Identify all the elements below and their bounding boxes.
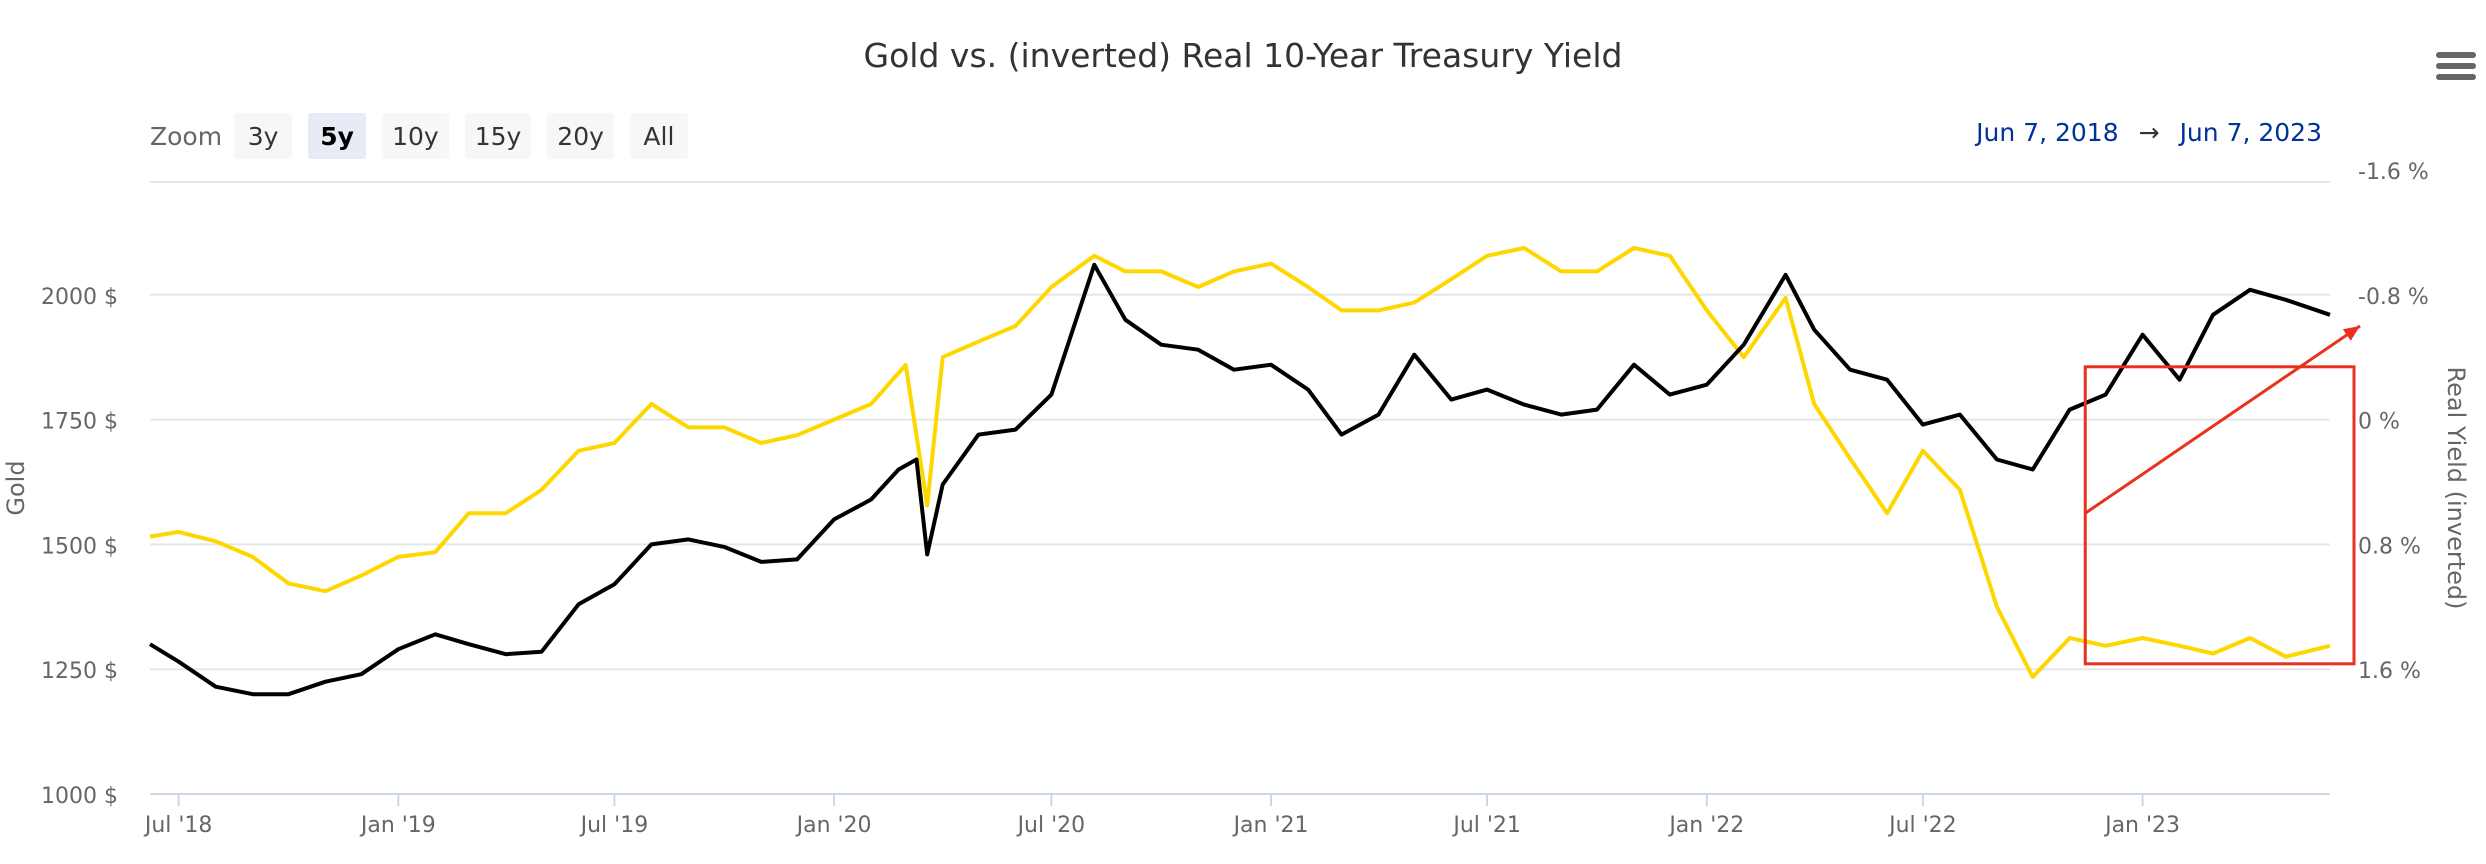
zoom-3y-button[interactable]: 3y: [234, 113, 293, 159]
zoom-label: Zoom: [150, 121, 223, 151]
x-tick-label: Jan '22: [1667, 813, 1744, 838]
y-left-tick-label: 1500 $: [41, 534, 118, 559]
y-left-axis-title: Gold: [2, 460, 30, 515]
y-left-tick-label: 1250 $: [41, 659, 118, 684]
y-right-tick-label: 0.8 %: [2358, 534, 2421, 559]
x-tick-label: Jan '23: [2103, 813, 2180, 838]
zoom-15y-button[interactable]: 15y: [464, 113, 532, 159]
y-left-tick-label: 2000 $: [41, 285, 118, 310]
annotation-arrow-line: [2084, 324, 2361, 515]
y-right-axis-title: Real Yield (inverted): [2442, 367, 2470, 610]
annotation-box: [2083, 365, 2356, 666]
x-tick-label: Jul '21: [1451, 813, 1521, 838]
x-tick-label: Jan '19: [359, 813, 436, 838]
x-tick-label: Jul '18: [143, 813, 213, 838]
date-range: Jun 7, 2018 → Jun 7, 2023: [1976, 118, 2322, 147]
y-right-tick-label: 0 %: [2358, 410, 2400, 435]
x-tick-label: Jan '20: [795, 813, 872, 838]
menu-icon[interactable]: [2436, 52, 2476, 88]
range-arrow: →: [2138, 118, 2160, 147]
x-tick-label: Jul '20: [1016, 813, 1086, 838]
gold-series-line: [148, 262, 2331, 697]
zoom-5y-button[interactable]: 5y: [308, 113, 367, 159]
x-tick-label: Jan '21: [1232, 813, 1309, 838]
y-right-tick-label: -1.6 %: [2358, 160, 2429, 185]
y-left-tick-label: 1000 $: [41, 784, 118, 809]
y-left-tick-label: 1750 $: [41, 410, 118, 435]
chart-title: Gold vs. (inverted) Real 10-Year Treasur…: [863, 36, 1623, 75]
real-yield-series-line: [149, 246, 2331, 679]
annotation-arrow-head: [2342, 326, 2360, 341]
x-tick-label: Jul '19: [579, 813, 649, 838]
zoom-bar: Zoom 3y 5y 10y 15y 20y All: [150, 112, 704, 160]
y-right-tick-label: -0.8 %: [2358, 285, 2429, 310]
range-to-date[interactable]: Jun 7, 2023: [2179, 118, 2322, 147]
zoom-10y-button[interactable]: 10y: [382, 113, 449, 159]
x-tick-label: Jul '22: [1887, 813, 1957, 838]
y-right-tick-label: 1.6 %: [2358, 659, 2421, 684]
range-from-date[interactable]: Jun 7, 2018: [1976, 118, 2119, 147]
zoom-20y-button[interactable]: 20y: [547, 113, 614, 159]
zoom-all-button[interactable]: All: [629, 113, 688, 159]
